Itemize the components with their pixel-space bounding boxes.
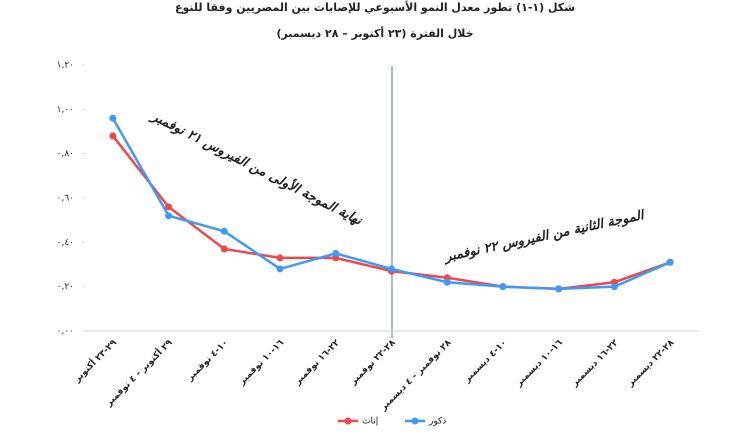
x-tick-label: ٢٨-٢٢ نوفمبر: [348, 338, 398, 388]
point: [610, 283, 618, 291]
point: [555, 285, 563, 293]
point: [276, 254, 284, 262]
x-tick-label: ١٦-١٠ ديسمبر: [514, 338, 566, 390]
y-tick-label: ٠,٨٠: [57, 149, 74, 159]
point: [109, 132, 117, 140]
x-tick-label: ١٦-١٠ نوفمبر: [237, 338, 287, 388]
point: [109, 114, 117, 122]
x-tick-label: ٢٩-٢٣ أكتوبر: [71, 336, 120, 385]
point: [332, 249, 340, 257]
point: [499, 283, 507, 291]
legend-label: إناث: [362, 417, 378, 427]
x-tick-label: ٢٢-١٦ نوفمبر: [292, 338, 342, 388]
point: [388, 265, 395, 273]
point: [443, 278, 451, 286]
point: [165, 203, 173, 211]
y-tick-label: ١,٢٠: [57, 61, 74, 71]
y-tick-label: ٠,٠٠: [57, 327, 74, 337]
y-tick-label: ٠,٤٠: [57, 238, 74, 248]
x-tick-label: ٢٢-١٦ ديسمبر: [569, 338, 621, 390]
chart-subtitle: خلال الفترة (٢٣ أكتوبر – ٢٨ ديسمبر): [276, 26, 473, 40]
legend-label: ذكور: [428, 417, 446, 427]
y-tick-label: ٠,٢٠: [57, 282, 74, 292]
legend-swatch: [344, 417, 352, 425]
annotation: نهاية الموجة الأولى من الفيروس ٢١ نوفمبر: [147, 106, 366, 229]
y-tick-label: ١,٠٠: [57, 105, 74, 115]
x-tick-label: ٢٨-٢٢ ديسمبر: [625, 338, 677, 390]
point: [666, 258, 674, 266]
y-tick-label: ٠,٦٠: [57, 194, 74, 204]
annotation: الموجة الثانية من الفيروس ٢٢ نوفمبر: [442, 208, 648, 266]
x-tick-label: ١٠-٤ ديسمبر: [462, 338, 509, 385]
x-tick-label: ١٠-٤ نوفمبر: [185, 338, 231, 384]
chart-title: شكل (١-١) تطور معدل النمو الأسبوعي للإصا…: [175, 0, 575, 14]
point: [165, 212, 173, 220]
point: [220, 245, 228, 253]
point: [220, 227, 228, 235]
legend-swatch: [411, 417, 419, 425]
point: [276, 265, 284, 273]
